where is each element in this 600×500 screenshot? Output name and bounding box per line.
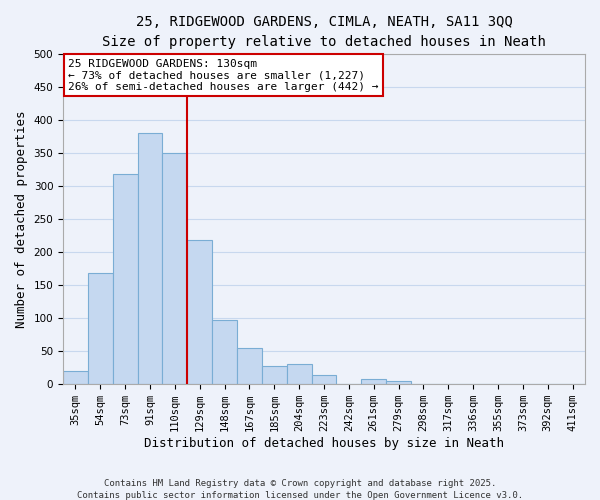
Bar xyxy=(237,348,262,384)
Title: 25, RIDGEWOOD GARDENS, CIMLA, NEATH, SA11 3QQ
Size of property relative to detac: 25, RIDGEWOOD GARDENS, CIMLA, NEATH, SA1… xyxy=(102,15,546,48)
Bar xyxy=(88,273,113,384)
Text: 25 RIDGEWOOD GARDENS: 130sqm
← 73% of detached houses are smaller (1,227)
26% of: 25 RIDGEWOOD GARDENS: 130sqm ← 73% of de… xyxy=(68,59,379,92)
Bar xyxy=(113,174,137,384)
Bar xyxy=(361,379,386,384)
Bar xyxy=(386,381,411,384)
Bar xyxy=(187,240,212,384)
X-axis label: Distribution of detached houses by size in Neath: Distribution of detached houses by size … xyxy=(144,437,504,450)
Bar xyxy=(212,320,237,384)
Bar xyxy=(137,133,163,384)
Text: Contains HM Land Registry data © Crown copyright and database right 2025.
Contai: Contains HM Land Registry data © Crown c… xyxy=(77,478,523,500)
Bar xyxy=(287,364,311,384)
Bar xyxy=(311,375,337,384)
Bar xyxy=(63,371,88,384)
Y-axis label: Number of detached properties: Number of detached properties xyxy=(15,110,28,328)
Bar xyxy=(163,153,187,384)
Bar xyxy=(262,366,287,384)
